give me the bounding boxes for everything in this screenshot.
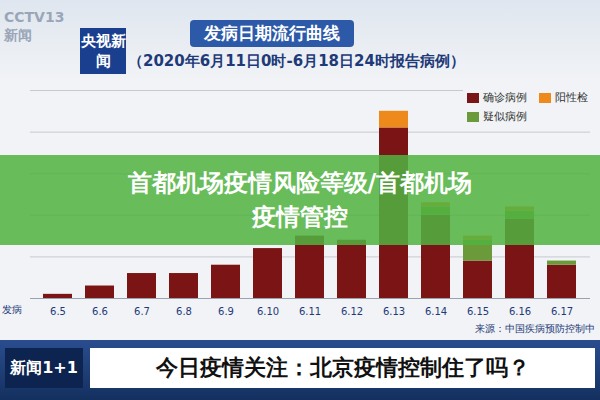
html-text:（2020年6月11日0时-6月18日24时报告病例）: （2020年6月11日0时-6月18日24时报告病例） xyxy=(128,52,465,70)
svg-text:6.13: 6.13 xyxy=(383,306,405,317)
html-text:首都机场疫情风险等级/首都机场疫情管控: 首都机场疫情风险等级/首都机场疫情管控 xyxy=(127,169,473,231)
svg-text:6.8: 6.8 xyxy=(176,306,192,317)
html-text:来源：中国疾病预防控制中: 来源：中国疾病预防控制中 xyxy=(475,323,595,334)
html-text:今日疫情关注：北京疫情控制住了吗？: 今日疫情关注：北京疫情控制住了吗？ xyxy=(155,355,530,380)
html-text:央视新闻: 央视新闻 xyxy=(80,32,126,70)
svg-text:6.12: 6.12 xyxy=(341,306,363,317)
svg-text:6.9: 6.9 xyxy=(218,306,234,317)
svg-text:6.17: 6.17 xyxy=(551,306,573,317)
svg-text:6.15: 6.15 xyxy=(467,306,489,317)
svg-text:6.10: 6.10 xyxy=(257,306,279,317)
html-text:阳性检: 阳性检 xyxy=(555,91,588,104)
html-text:确诊病例: 确诊病例 xyxy=(483,91,527,104)
html-text:疑似病例: 疑似病例 xyxy=(483,110,527,123)
svg-text:6.7: 6.7 xyxy=(134,306,150,317)
svg-text:6.6: 6.6 xyxy=(92,306,108,317)
svg-text:6.5: 6.5 xyxy=(50,306,66,317)
html-text:发病日期流行曲线: 发病日期流行曲线 xyxy=(204,23,340,43)
html-text:发病: 发病 xyxy=(2,304,22,315)
svg-text:6.11: 6.11 xyxy=(299,306,321,317)
html-text:CCTV13 新闻: CCTV13 新闻 xyxy=(4,9,65,43)
html-text:新闻1+1: 新闻1+1 xyxy=(10,358,78,377)
svg-text:6.14: 6.14 xyxy=(425,306,447,317)
svg-text:6.16: 6.16 xyxy=(509,306,531,317)
